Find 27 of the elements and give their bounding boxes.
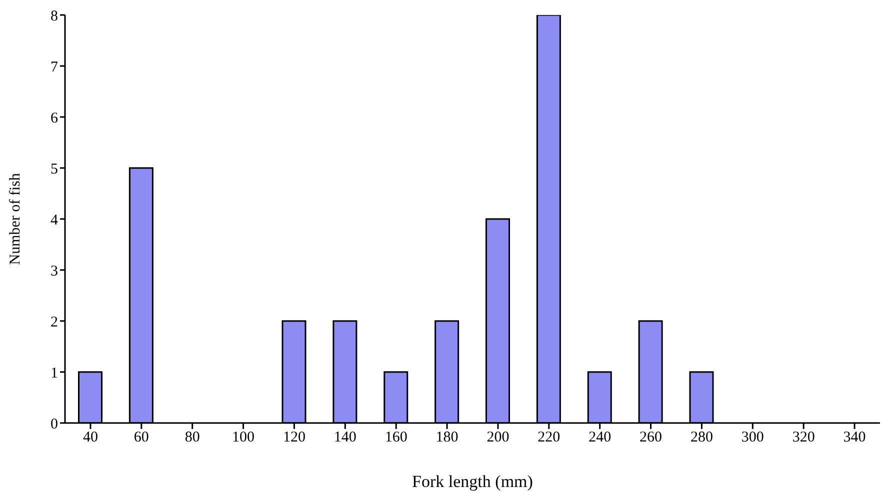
y-tick-label: 5 bbox=[50, 161, 58, 178]
y-tick-label: 1 bbox=[50, 365, 58, 382]
y-tick-label: 7 bbox=[50, 59, 58, 76]
x-tick-label: 120 bbox=[282, 430, 306, 446]
y-tick-label: 3 bbox=[50, 263, 58, 280]
x-tick-label: 140 bbox=[334, 430, 356, 446]
x-tick-label: 80 bbox=[184, 430, 200, 446]
x-tick-label: 340 bbox=[843, 430, 866, 446]
y-tick-label: 4 bbox=[50, 212, 58, 228]
x-tick-label: 180 bbox=[436, 430, 458, 446]
y-tick-label: 8 bbox=[50, 8, 58, 24]
y-tick-label: 2 bbox=[50, 314, 58, 330]
x-tick-label: 240 bbox=[588, 430, 612, 446]
y-tick-label: 0 bbox=[50, 416, 58, 432]
x-tick-label: 300 bbox=[741, 430, 764, 446]
x-tick-label: 160 bbox=[384, 430, 408, 446]
x-tick-label: 200 bbox=[486, 430, 510, 446]
x-tick-label: 40 bbox=[82, 430, 98, 446]
x-tick-label: 280 bbox=[690, 430, 713, 446]
x-axis-title: Fork length (mm) bbox=[412, 472, 533, 491]
x-tick-label: 320 bbox=[792, 430, 815, 446]
x-tick-label: 60 bbox=[134, 430, 149, 446]
x-tick-label: 220 bbox=[538, 430, 560, 446]
y-tick-label: 6 bbox=[50, 110, 58, 126]
x-tick-label: 100 bbox=[232, 430, 255, 446]
x-tick-label: 260 bbox=[640, 430, 662, 446]
y-axis-title: Number of fish bbox=[7, 172, 24, 265]
